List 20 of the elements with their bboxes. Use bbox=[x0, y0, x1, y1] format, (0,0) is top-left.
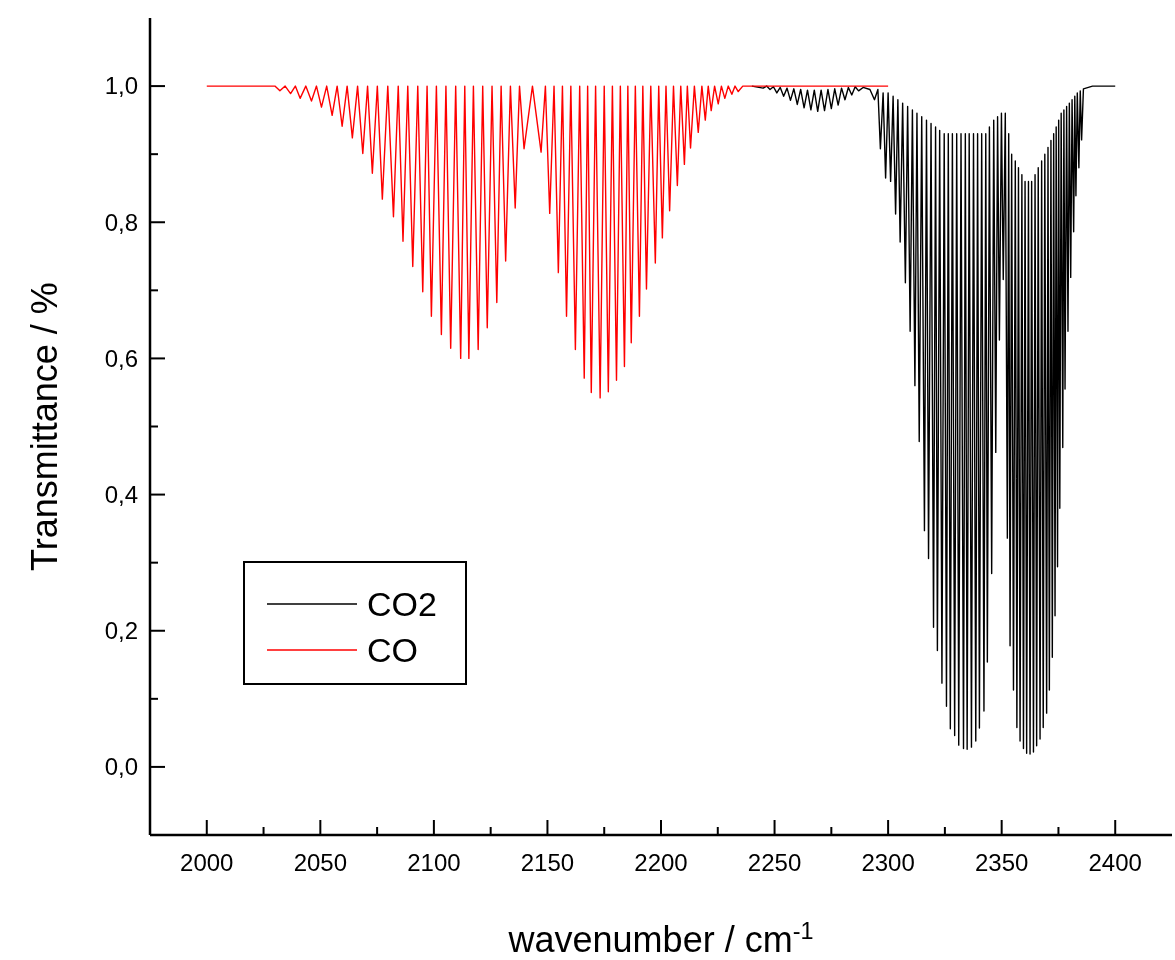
y-tick-label: 0,4 bbox=[104, 480, 138, 508]
legend-label: CO bbox=[367, 630, 418, 670]
x-tick-label: 2000 bbox=[180, 849, 234, 876]
y-tick-label: 0,0 bbox=[104, 753, 138, 781]
x-tick-label: 2300 bbox=[861, 849, 915, 876]
y-tick-label: 0,6 bbox=[104, 344, 138, 372]
x-tick-label: 2100 bbox=[407, 849, 461, 876]
y-tick-label: 1,0 bbox=[104, 72, 138, 100]
x-tick-label: 2400 bbox=[1088, 849, 1142, 876]
y-tick-label: 0,2 bbox=[104, 617, 138, 645]
x-tick-label: 2250 bbox=[747, 849, 802, 876]
x-axis-title: wavenumber / cm$^{-1}$ bbox=[507, 918, 814, 960]
x-tick-label: 2050 bbox=[293, 849, 348, 876]
x-tick-label: 2350 bbox=[974, 849, 1029, 876]
legend-label: CO2 bbox=[367, 584, 437, 624]
x-tick-label: 2150 bbox=[520, 849, 575, 876]
x-tick-label: 2200 bbox=[634, 849, 688, 876]
y-tick-label: 0,8 bbox=[104, 208, 138, 236]
y-axis-title: Transmittance / % bbox=[23, 282, 65, 571]
line-series bbox=[206, 85, 889, 399]
